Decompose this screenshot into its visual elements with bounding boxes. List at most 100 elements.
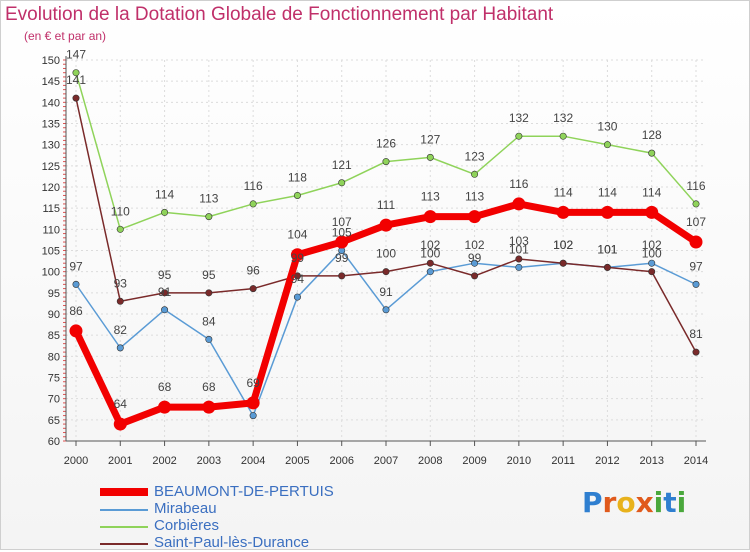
data-label: 102 <box>420 238 440 252</box>
proxiti-logo: Proxiti <box>582 486 686 519</box>
legend-label-mirabeau: Mirabeau <box>154 500 217 517</box>
data-label: 95 <box>158 268 172 282</box>
data-point <box>692 348 700 356</box>
data-label: 101 <box>509 242 529 256</box>
y-tick-label: 80 <box>48 351 60 363</box>
data-label: 147 <box>66 48 86 62</box>
data-point <box>161 306 169 314</box>
x-tick-label: 2008 <box>418 455 442 467</box>
data-label: 101 <box>597 242 617 256</box>
data-label: 97 <box>689 259 703 273</box>
data-label: 105 <box>332 226 352 240</box>
x-tick-label: 2006 <box>329 455 353 467</box>
data-label: 103 <box>509 234 529 248</box>
y-tick-label: 145 <box>42 76 60 88</box>
data-point <box>556 205 570 219</box>
legend-swatch-beaumont <box>100 488 148 496</box>
data-point <box>603 141 611 149</box>
data-point <box>72 69 80 77</box>
y-tick-label: 100 <box>42 267 60 279</box>
y-tick-label: 140 <box>42 97 60 109</box>
data-point <box>426 153 434 161</box>
data-point <box>158 400 172 414</box>
legend-label-beaumont: BEAUMONT-DE-PERTUIS <box>154 483 334 500</box>
legend-label-saint-paul: Saint-Paul-lès-Durance <box>154 534 310 551</box>
data-point <box>692 200 700 208</box>
axes: 60 65 70 75 80 85 90 95 100 105 110 115 120 125 130 135… <box>42 55 709 467</box>
x-tick-label: 2007 <box>374 455 398 467</box>
chart-subtitle: (en € et par an) <box>24 29 107 43</box>
data-label: 113 <box>465 190 484 204</box>
data-label: 114 <box>554 185 573 199</box>
data-point <box>379 218 393 232</box>
y-tick-label: 95 <box>48 288 60 300</box>
chart-title: Evolution de la Dotation Globale de Fonc… <box>5 4 554 25</box>
data-point <box>72 94 80 102</box>
data-point <box>512 197 526 211</box>
data-label: 116 <box>244 179 263 193</box>
y-tick-label: 105 <box>42 246 60 258</box>
x-tick-label: 2004 <box>241 455 265 467</box>
legend-label-corbieres: Corbières <box>154 517 220 534</box>
y-tick-label: 75 <box>48 373 60 385</box>
data-point <box>293 191 301 199</box>
data-label: 104 <box>287 228 307 242</box>
data-label: 107 <box>332 215 352 229</box>
data-point <box>116 344 124 352</box>
data-label: 128 <box>642 128 662 142</box>
x-tick-label: 2002 <box>152 455 176 467</box>
data-point <box>249 412 257 420</box>
data-label: 68 <box>202 380 216 394</box>
data-label: 99 <box>335 251 349 265</box>
data-label: 114 <box>642 185 661 199</box>
data-point <box>645 205 659 219</box>
data-point <box>471 259 479 267</box>
y-tick-label: 110 <box>42 224 60 236</box>
data-label: 102 <box>465 238 485 252</box>
data-label: 113 <box>199 192 218 206</box>
data-label: 130 <box>597 120 617 134</box>
data-point <box>689 235 703 249</box>
data-label: 102 <box>642 238 662 252</box>
logo-letter: o <box>616 486 636 519</box>
data-label: 99 <box>291 251 305 265</box>
data-label: 102 <box>553 238 573 252</box>
y-tick-label: 115 <box>42 203 60 215</box>
data-label: 101 <box>597 242 617 256</box>
x-tick-label: 2010 <box>507 455 531 467</box>
data-label: 100 <box>376 247 396 261</box>
x-tick-label: 2001 <box>108 455 132 467</box>
data-point <box>648 259 656 267</box>
logo-letter: i <box>653 486 664 519</box>
data-label: 107 <box>686 215 706 229</box>
logo-letter: P <box>582 486 603 519</box>
data-label: 132 <box>509 111 529 125</box>
y-tick-label: 130 <box>42 140 60 152</box>
data-label: 68 <box>158 380 172 394</box>
y-tick-label: 60 <box>48 436 60 448</box>
data-label: 113 <box>421 190 440 204</box>
data-label: 91 <box>379 285 393 299</box>
data-point <box>116 225 124 233</box>
data-label: 114 <box>155 187 174 201</box>
x-tick-label: 2014 <box>684 455 708 467</box>
data-point <box>382 306 390 314</box>
data-point <box>202 400 216 414</box>
y-tick-label: 65 <box>48 415 60 427</box>
data-point <box>423 210 437 224</box>
logo-letter: x <box>635 486 654 519</box>
data-point <box>603 263 611 271</box>
logo-letter: r <box>602 486 617 519</box>
y-tick-label: 150 <box>42 55 60 67</box>
x-tick-label: 2013 <box>639 455 663 467</box>
data-point <box>338 272 346 280</box>
data-label: 91 <box>158 285 172 299</box>
data-label: 86 <box>69 304 83 318</box>
data-label: 100 <box>642 247 662 261</box>
data-point <box>559 259 567 267</box>
data-point <box>113 417 127 431</box>
data-point <box>426 259 434 267</box>
series-lines <box>69 69 703 431</box>
legend-swatch-saint-paul <box>100 543 148 545</box>
